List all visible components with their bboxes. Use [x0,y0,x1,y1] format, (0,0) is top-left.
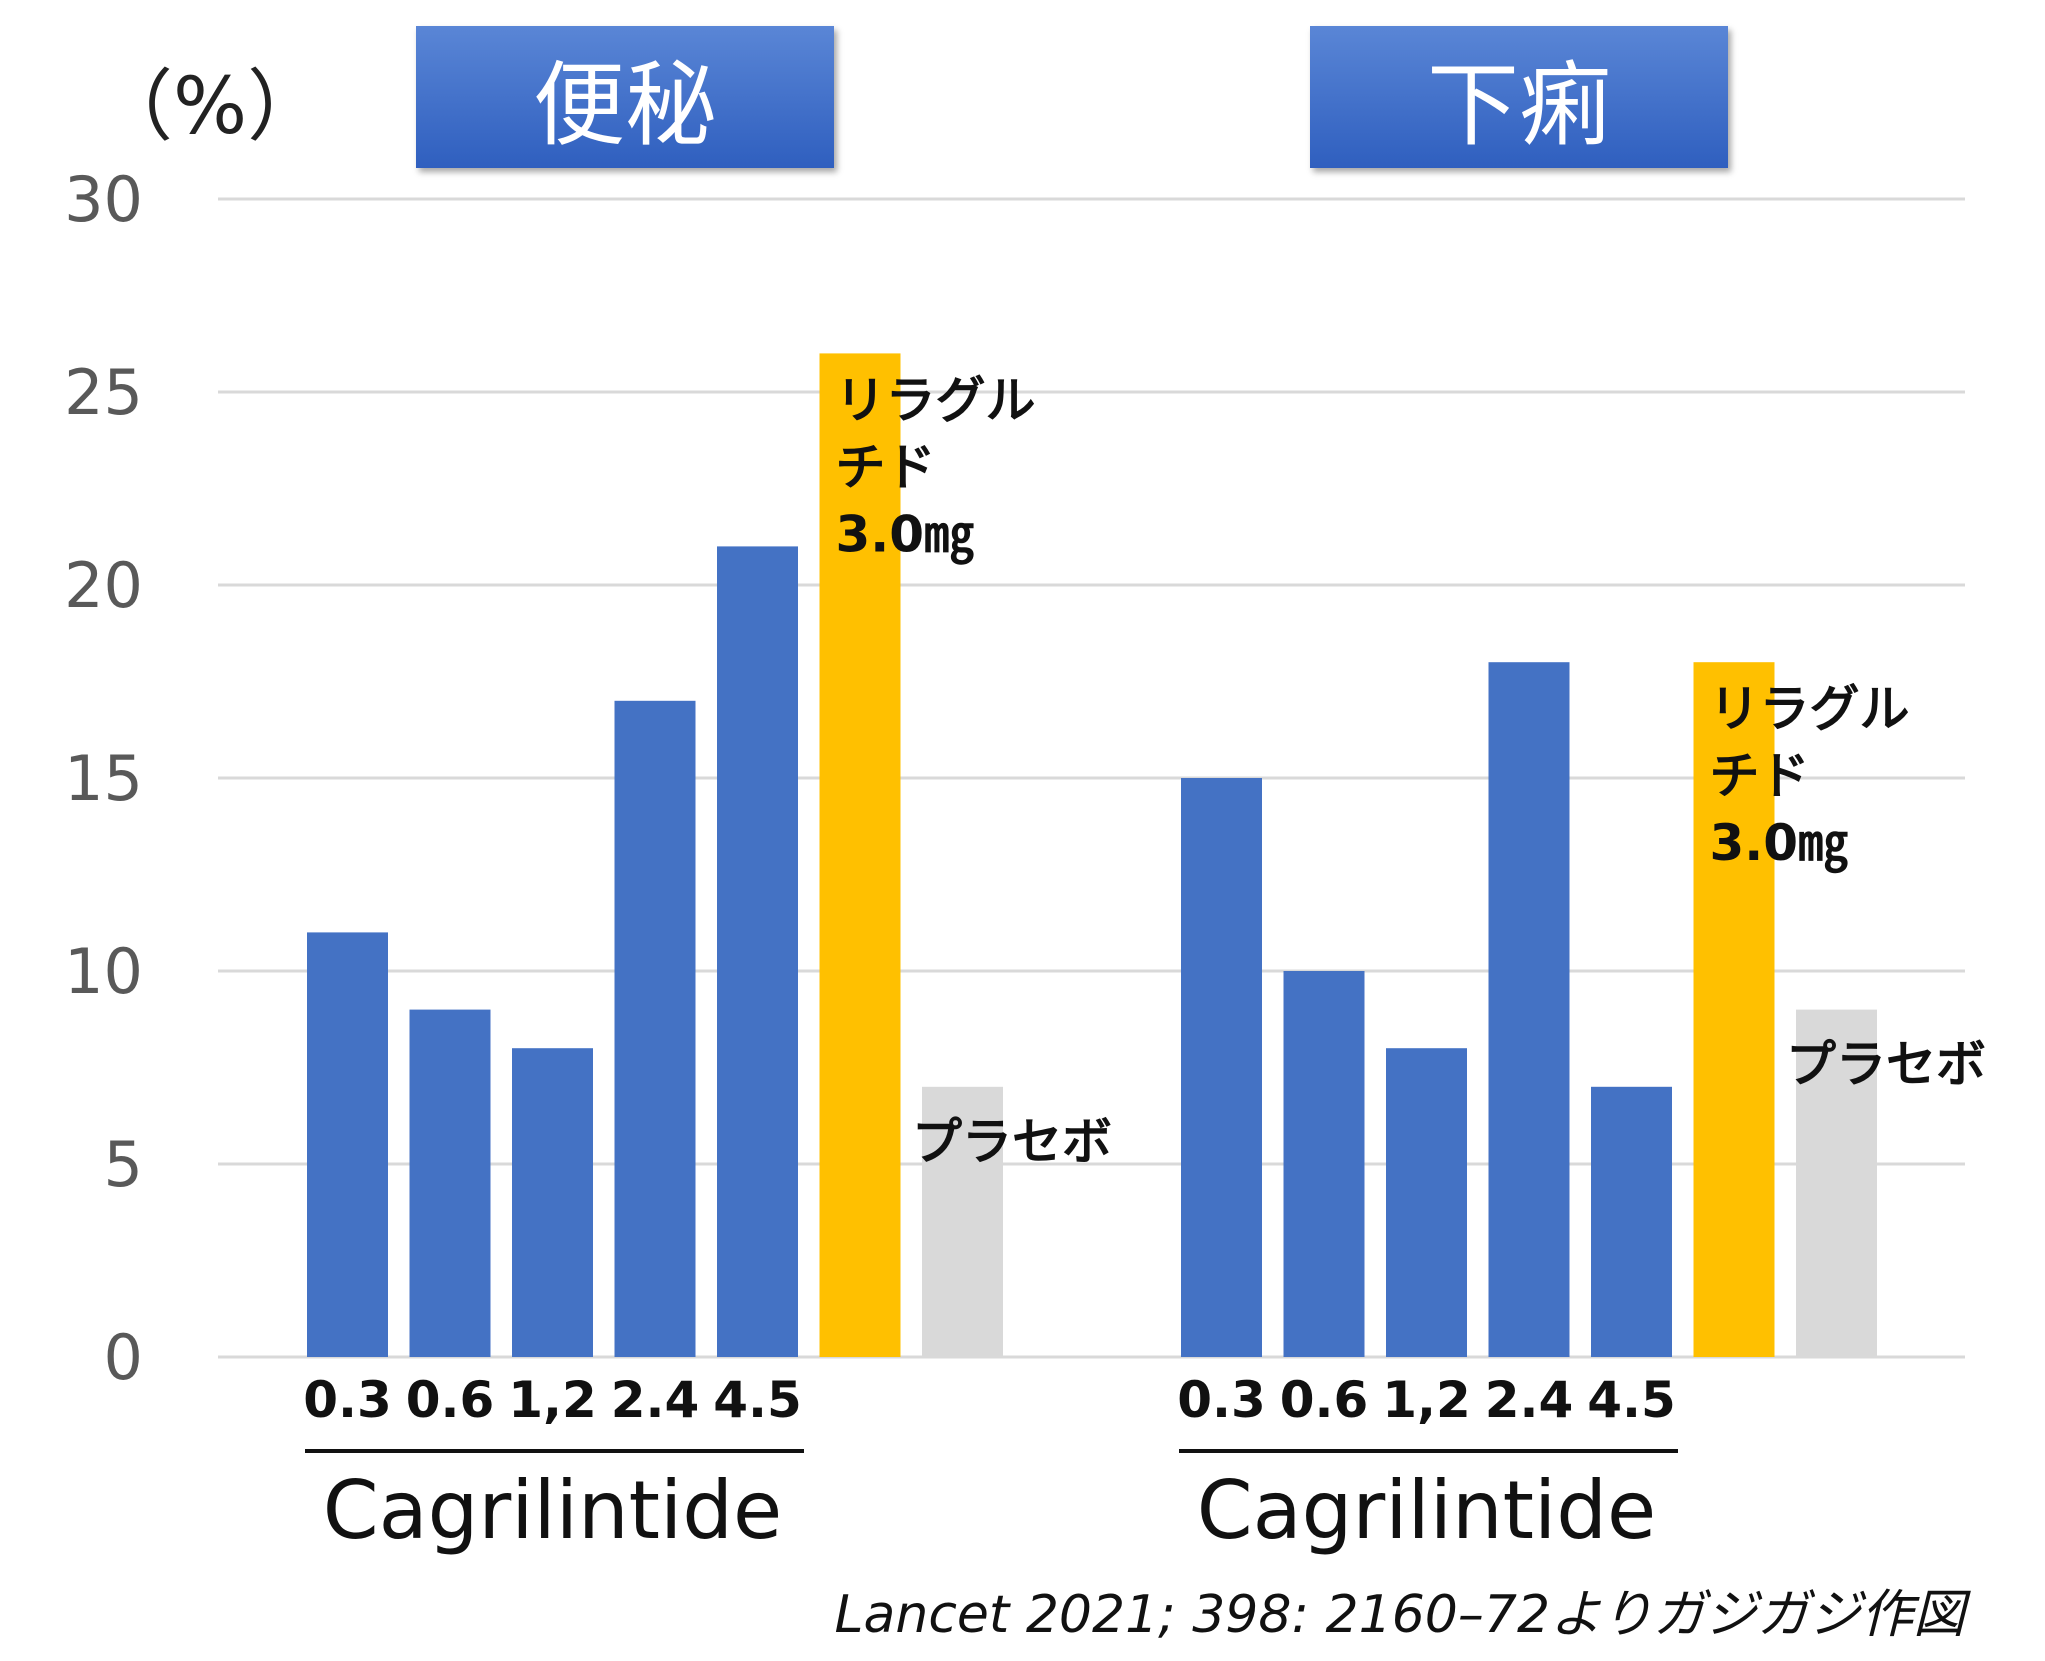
x-tick-label: 2.4 [1485,1371,1574,1429]
y-tick-label: 20 [64,549,143,622]
group-label-cagrilintide: Cagrilintide [1197,1464,1657,1557]
x-tick-label: 0.3 [303,1371,392,1429]
panel-title-diarrhea: 下痢 [1310,26,1728,168]
x-tick-label: 0.6 [1280,1371,1369,1429]
y-tick-label: 15 [64,742,143,815]
y-tick-label: 25 [64,356,143,429]
bar-annotation-placebo: プラセボ [912,1113,1112,1171]
bar-annotation-liraglutide: 3.0㎎ [836,505,975,565]
bars [307,353,1877,1357]
bar [512,1048,593,1357]
panel-title-constipation: 便秘 [416,26,834,168]
y-tick-label: 0 [104,1321,143,1394]
y-tick-labels: 0 5 10 15 20 25 30 [64,163,143,1394]
bar-annotation-liraglutide: 3.0㎎ [1710,814,1849,874]
source-citation: Lancet 2021; 398: 2160–72よりガジガジ作図 [834,1585,1965,1645]
bar [922,1086,1003,1357]
grid-layer [218,197,1965,1359]
x-tick-label: 0.6 [406,1371,495,1429]
bar [1796,1009,1877,1357]
bar [614,700,696,1357]
bar [1283,971,1365,1357]
group-labels: Cagrilintide Cagrilintide [305,1449,1678,1557]
bar [409,1009,491,1357]
x-tick-label: 0.3 [1177,1371,1266,1429]
bar-annotation-placebo: プラセボ [1786,1036,1986,1094]
y-tick-label: 5 [104,1128,143,1201]
bar-annotation-liraglutide: チド [1710,747,1810,805]
bar [1693,662,1775,1357]
bar-annotation-liraglutide: リラグル [836,371,1036,429]
x-tick-label: 4.5 [1587,1371,1676,1429]
bar [717,546,798,1357]
x-tick-label: 4.5 [713,1371,802,1429]
bar-annotation-liraglutide: リラグル [1710,680,1910,738]
group-label-cagrilintide: Cagrilintide [323,1464,783,1557]
bar [1386,1048,1467,1357]
bar [1488,662,1570,1357]
x-tick-labels: 0.3 0.6 1,2 2.4 4.5 0.3 0.6 1,2 2.4 4.5 [303,1371,1676,1429]
x-tick-label: 1,2 [508,1371,597,1429]
bar-annotation-liraglutide: チド [836,438,936,496]
bar [1591,1086,1672,1357]
x-tick-label: 1,2 [1382,1371,1471,1429]
y-tick-label: 10 [64,935,143,1008]
bar [1181,778,1262,1357]
y-axis-unit-label: （%） [95,62,326,152]
x-tick-label: 2.4 [611,1371,700,1429]
bar [819,353,901,1357]
bar [307,932,388,1357]
y-tick-label: 30 [64,163,143,236]
